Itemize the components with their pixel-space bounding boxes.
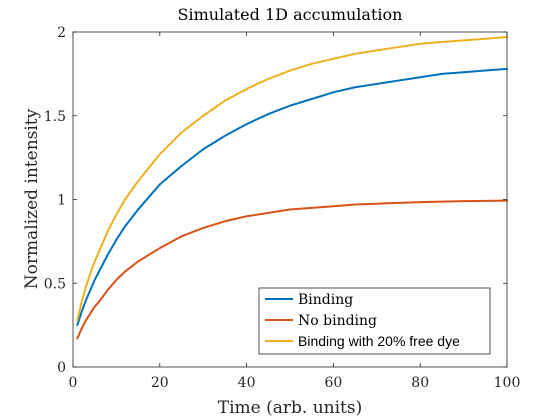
axes: 0 20 40 60 80 100 0 0.5 1 1.5 2 xyxy=(44,25,521,391)
x-tick-label: 40 xyxy=(238,375,256,391)
y-axis-label: Normalized intensity xyxy=(22,108,42,289)
series-line-1 xyxy=(76,67,508,327)
legend-box xyxy=(258,287,491,355)
x-tick-label: 0 xyxy=(69,375,78,391)
series-line-3 xyxy=(76,36,508,322)
y-tick-label: 2 xyxy=(57,25,66,41)
series-line-2 xyxy=(76,199,508,340)
legend: Binding No binding Binding with 20% free d… xyxy=(258,287,491,355)
y-tick-label: 0.5 xyxy=(44,276,66,292)
y-tick-label: 0 xyxy=(57,360,66,376)
y-tick-label: 1.5 xyxy=(44,109,66,125)
x-tick-label: 80 xyxy=(411,375,429,391)
legend-label-3: Binding with 20% free dye xyxy=(298,333,460,349)
x-axis-label: Time (arb. units) xyxy=(218,398,362,418)
x-tick-label: 60 xyxy=(324,375,342,391)
chart-title: Simulated 1D accumulation xyxy=(178,5,403,24)
x-tick-label: 100 xyxy=(494,375,521,391)
y-tick-label: 1 xyxy=(57,193,66,209)
legend-label-1: Binding xyxy=(298,292,353,308)
plot-area xyxy=(76,36,508,340)
legend-label-2: No binding xyxy=(298,313,377,329)
x-tick-label: 20 xyxy=(151,375,169,391)
